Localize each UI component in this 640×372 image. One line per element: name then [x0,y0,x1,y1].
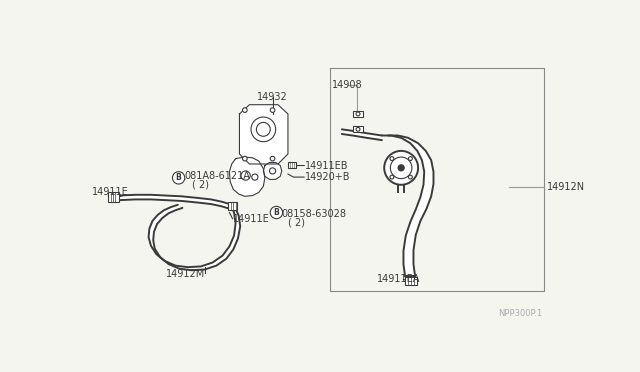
Bar [288,162,296,168]
Text: 081A8-6121A: 081A8-6121A [184,170,250,180]
Circle shape [384,151,418,185]
Bar [353,111,364,117]
Circle shape [270,206,283,219]
Circle shape [398,165,404,171]
Text: B: B [176,173,182,182]
Text: 14911EA: 14911EA [376,274,420,284]
Circle shape [270,156,275,161]
Bar [405,277,417,285]
Circle shape [408,157,412,160]
Text: 14911EB: 14911EB [305,161,348,171]
Circle shape [408,175,412,179]
Circle shape [270,108,275,112]
Polygon shape [148,204,240,270]
Circle shape [257,122,270,136]
Text: 14911E: 14911E [92,187,129,198]
Circle shape [172,172,185,184]
Circle shape [243,108,247,112]
Polygon shape [382,135,433,276]
Text: B: B [273,208,279,217]
Text: NPP300P.1: NPP300P.1 [498,309,542,318]
Circle shape [356,128,360,131]
Text: ( 2): ( 2) [288,218,305,228]
Text: 14932: 14932 [257,92,288,102]
Text: 14920+B: 14920+B [305,172,351,182]
Circle shape [251,117,276,142]
Circle shape [269,168,276,174]
Text: 14911E: 14911E [232,214,269,224]
Circle shape [390,175,394,179]
Polygon shape [239,105,288,164]
Circle shape [243,156,247,161]
Polygon shape [230,157,265,196]
Text: 14912M: 14912M [166,269,205,279]
Text: 14912N: 14912N [547,182,585,192]
Bar [108,192,118,202]
Polygon shape [342,129,382,140]
Bar [353,126,364,132]
Text: 14908: 14908 [332,80,362,90]
Text: 08158-63028: 08158-63028 [282,209,347,219]
Bar [228,202,237,210]
Circle shape [390,157,394,160]
Circle shape [252,174,258,180]
Circle shape [356,112,360,116]
Circle shape [390,157,412,179]
Text: ( 2): ( 2) [192,179,209,189]
Polygon shape [118,195,230,209]
Circle shape [241,171,250,180]
Polygon shape [263,163,282,179]
